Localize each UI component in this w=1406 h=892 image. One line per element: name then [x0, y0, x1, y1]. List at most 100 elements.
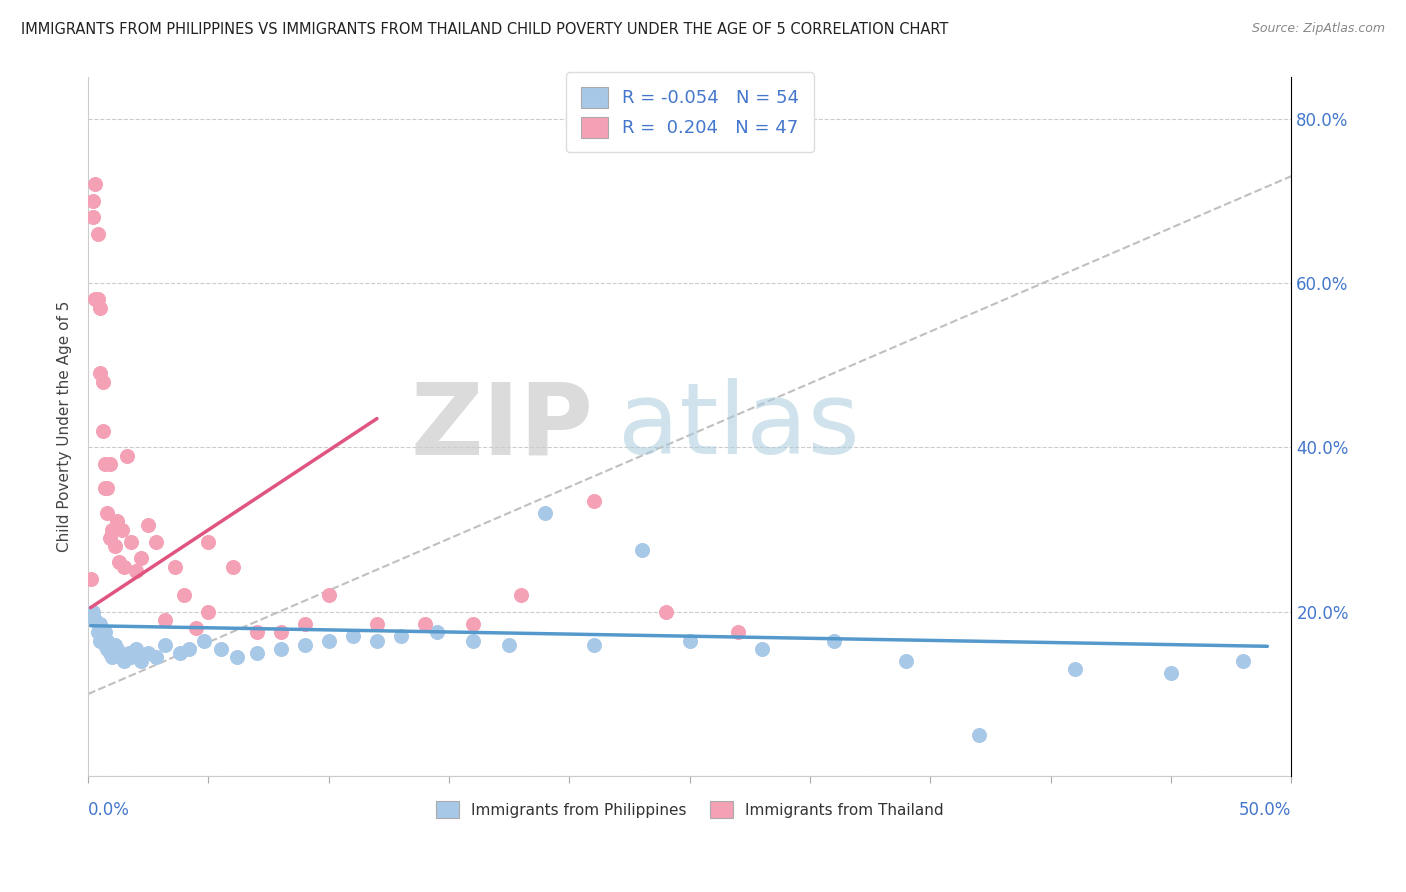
- Text: IMMIGRANTS FROM PHILIPPINES VS IMMIGRANTS FROM THAILAND CHILD POVERTY UNDER THE : IMMIGRANTS FROM PHILIPPINES VS IMMIGRANT…: [21, 22, 949, 37]
- Point: [246, 625, 269, 640]
- Point: [91, 375, 114, 389]
- Point: [226, 650, 249, 665]
- Point: [366, 633, 388, 648]
- Point: [129, 551, 152, 566]
- Point: [94, 625, 117, 640]
- Point: [318, 633, 340, 648]
- Point: [294, 638, 316, 652]
- Point: [197, 535, 219, 549]
- Point: [96, 641, 118, 656]
- Point: [87, 625, 110, 640]
- Point: [104, 646, 127, 660]
- Point: [179, 641, 201, 656]
- Point: [91, 629, 114, 643]
- Point: [104, 638, 127, 652]
- Point: [96, 482, 118, 496]
- Point: [108, 646, 131, 660]
- Point: [967, 728, 990, 742]
- Point: [1160, 666, 1182, 681]
- Point: [94, 457, 117, 471]
- Point: [534, 506, 557, 520]
- Point: [82, 210, 104, 224]
- Point: [294, 617, 316, 632]
- Point: [79, 572, 101, 586]
- Point: [101, 523, 124, 537]
- Point: [173, 588, 195, 602]
- Point: [84, 613, 107, 627]
- Point: [751, 641, 773, 656]
- Point: [823, 633, 845, 648]
- Point: [91, 424, 114, 438]
- Point: [145, 535, 167, 549]
- Point: [727, 625, 749, 640]
- Point: [463, 617, 485, 632]
- Point: [87, 293, 110, 307]
- Text: Source: ZipAtlas.com: Source: ZipAtlas.com: [1251, 22, 1385, 36]
- Point: [270, 625, 292, 640]
- Point: [82, 605, 104, 619]
- Point: [115, 449, 138, 463]
- Point: [389, 629, 412, 643]
- Point: [89, 367, 111, 381]
- Point: [1063, 662, 1085, 676]
- Point: [153, 638, 176, 652]
- Point: [366, 617, 388, 632]
- Point: [654, 605, 676, 619]
- Point: [125, 564, 148, 578]
- Point: [342, 629, 364, 643]
- Point: [121, 650, 143, 665]
- Point: [98, 638, 121, 652]
- Text: 50.0%: 50.0%: [1239, 801, 1292, 819]
- Text: ZIP: ZIP: [411, 378, 593, 475]
- Point: [136, 646, 159, 660]
- Point: [98, 457, 121, 471]
- Point: [89, 301, 111, 315]
- Point: [630, 543, 652, 558]
- Point: [510, 588, 533, 602]
- Point: [270, 641, 292, 656]
- Point: [105, 514, 128, 528]
- Point: [679, 633, 702, 648]
- Point: [896, 654, 918, 668]
- Y-axis label: Child Poverty Under the Age of 5: Child Poverty Under the Age of 5: [58, 301, 72, 552]
- Point: [186, 621, 208, 635]
- Point: [209, 641, 232, 656]
- Point: [105, 641, 128, 656]
- Text: 0.0%: 0.0%: [89, 801, 129, 819]
- Point: [101, 650, 124, 665]
- Point: [125, 641, 148, 656]
- Point: [1232, 654, 1254, 668]
- Point: [582, 638, 605, 652]
- Point: [98, 646, 121, 660]
- Point: [89, 617, 111, 632]
- Point: [153, 613, 176, 627]
- Point: [318, 588, 340, 602]
- Point: [101, 641, 124, 656]
- Text: atlas: atlas: [617, 378, 859, 475]
- Point: [111, 650, 134, 665]
- Point: [96, 633, 118, 648]
- Point: [87, 227, 110, 241]
- Point: [96, 506, 118, 520]
- Point: [118, 646, 141, 660]
- Point: [112, 654, 135, 668]
- Legend: Immigrants from Philippines, Immigrants from Thailand: Immigrants from Philippines, Immigrants …: [430, 795, 949, 824]
- Point: [98, 531, 121, 545]
- Point: [89, 633, 111, 648]
- Point: [121, 535, 143, 549]
- Point: [463, 633, 485, 648]
- Point: [115, 650, 138, 665]
- Point: [108, 556, 131, 570]
- Point: [111, 523, 134, 537]
- Point: [163, 559, 186, 574]
- Point: [413, 617, 436, 632]
- Point: [84, 178, 107, 192]
- Point: [136, 518, 159, 533]
- Point: [221, 559, 243, 574]
- Point: [582, 493, 605, 508]
- Point: [197, 605, 219, 619]
- Point: [94, 482, 117, 496]
- Point: [84, 293, 107, 307]
- Point: [169, 646, 191, 660]
- Point: [112, 559, 135, 574]
